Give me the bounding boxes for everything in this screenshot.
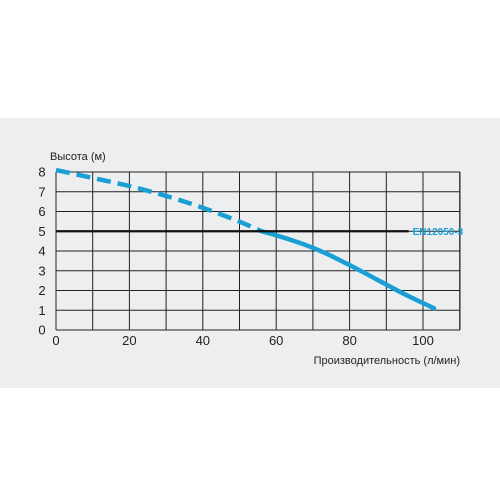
y-tick-label: 6 xyxy=(38,204,45,219)
chart-grid xyxy=(55,171,461,331)
x-axis-label: Производительность (л/мин) xyxy=(314,355,460,367)
y-axis-label: Высота (м) xyxy=(50,151,106,163)
curves xyxy=(55,167,437,311)
curve-solid xyxy=(259,229,437,311)
x-tick-label: 60 xyxy=(269,333,283,348)
x-tick-label: 20 xyxy=(122,333,136,348)
y-tick-label: 4 xyxy=(38,244,45,259)
y-tick-label: 2 xyxy=(38,283,45,298)
y-tick-label: 1 xyxy=(38,303,45,318)
y-tick-label: 3 xyxy=(38,263,45,278)
reference-line-label: EN12050-3 xyxy=(413,227,464,238)
x-tick-label: 80 xyxy=(342,333,356,348)
x-tick-label: 0 xyxy=(52,333,59,348)
y-tick-label: 0 xyxy=(38,323,45,338)
curve-dashed xyxy=(55,167,263,234)
chart-panel xyxy=(0,118,500,388)
y-tick-label: 8 xyxy=(38,165,45,180)
x-tick-label: 100 xyxy=(412,333,434,348)
y-tick-label: 7 xyxy=(38,184,45,199)
x-tick-label: 40 xyxy=(196,333,210,348)
y-tick-label: 5 xyxy=(38,224,45,239)
